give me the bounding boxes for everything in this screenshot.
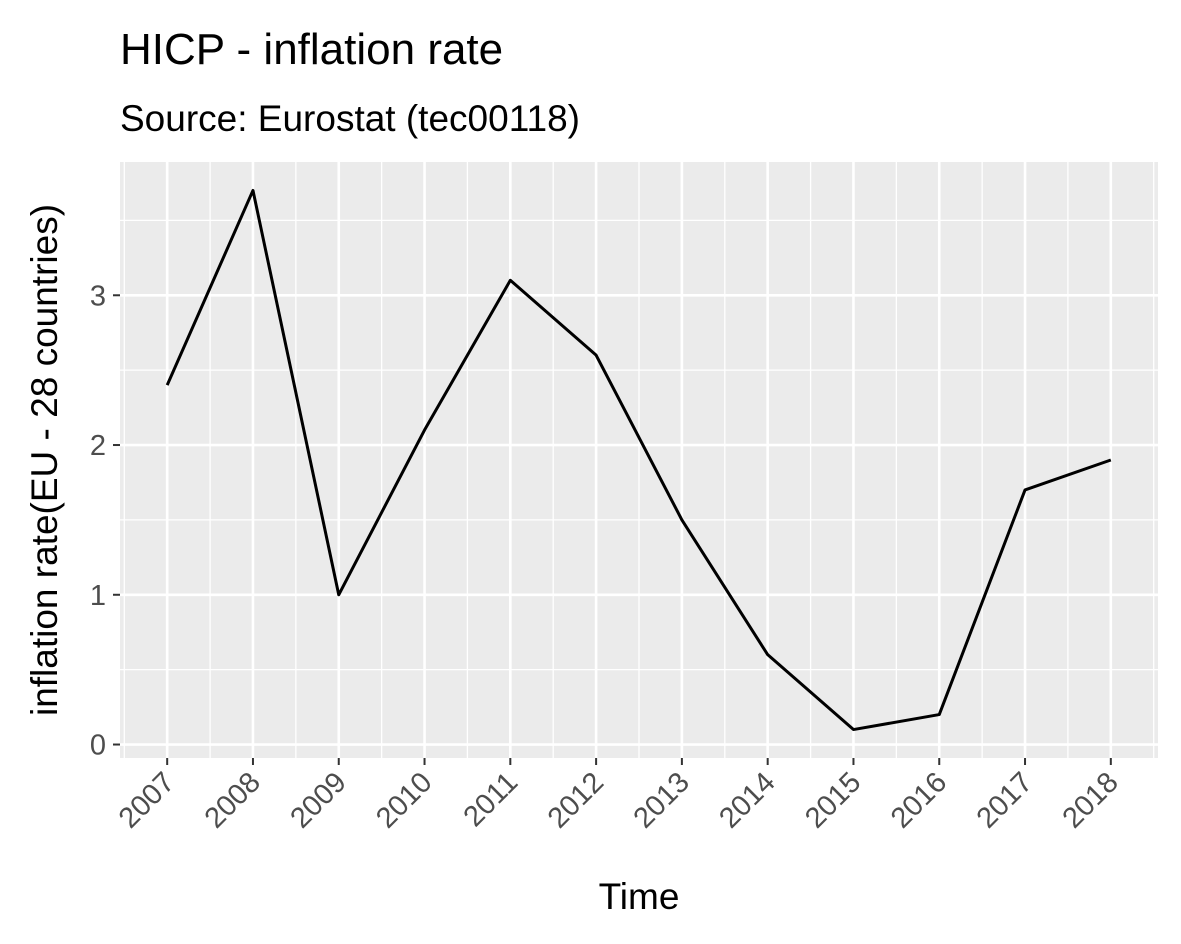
series-line bbox=[165, 188, 1112, 732]
x-tick-label: 2017 bbox=[971, 766, 1039, 834]
y-tick-label: 3 bbox=[90, 280, 106, 312]
y-tick-label: 1 bbox=[90, 580, 106, 612]
x-tick-label: 2018 bbox=[1057, 766, 1125, 834]
x-tick-label: 2009 bbox=[284, 766, 352, 834]
x-tick-label: 2008 bbox=[199, 766, 267, 834]
chart-title: HICP - inflation rate bbox=[120, 25, 503, 74]
x-tick-label: 2012 bbox=[542, 766, 610, 834]
x-tick-label: 2016 bbox=[885, 766, 953, 834]
x-tick-label: 2010 bbox=[370, 766, 438, 834]
y-tick-label: 0 bbox=[90, 730, 106, 762]
x-tick-label: 2011 bbox=[458, 766, 525, 833]
x-tick-label: 2013 bbox=[628, 766, 696, 834]
x-tick-label: 2007 bbox=[113, 766, 181, 834]
x-tick-label: 2014 bbox=[713, 766, 781, 834]
x-tick-label: 2015 bbox=[799, 766, 867, 834]
x-axis-title: Time bbox=[599, 876, 680, 917]
y-axis: 0 1 2 3 bbox=[90, 280, 120, 762]
y-tick-label: 2 bbox=[90, 430, 106, 462]
chart-subtitle: Source: Eurostat (tec00118) bbox=[120, 98, 580, 139]
y-axis-title: inflation rate(EU - 28 countries) bbox=[24, 204, 65, 716]
x-axis: 2007 2008 2009 2010 2011 2012 2013 2014 2015 2016… bbox=[113, 758, 1125, 835]
grid-minor bbox=[120, 162, 1158, 758]
